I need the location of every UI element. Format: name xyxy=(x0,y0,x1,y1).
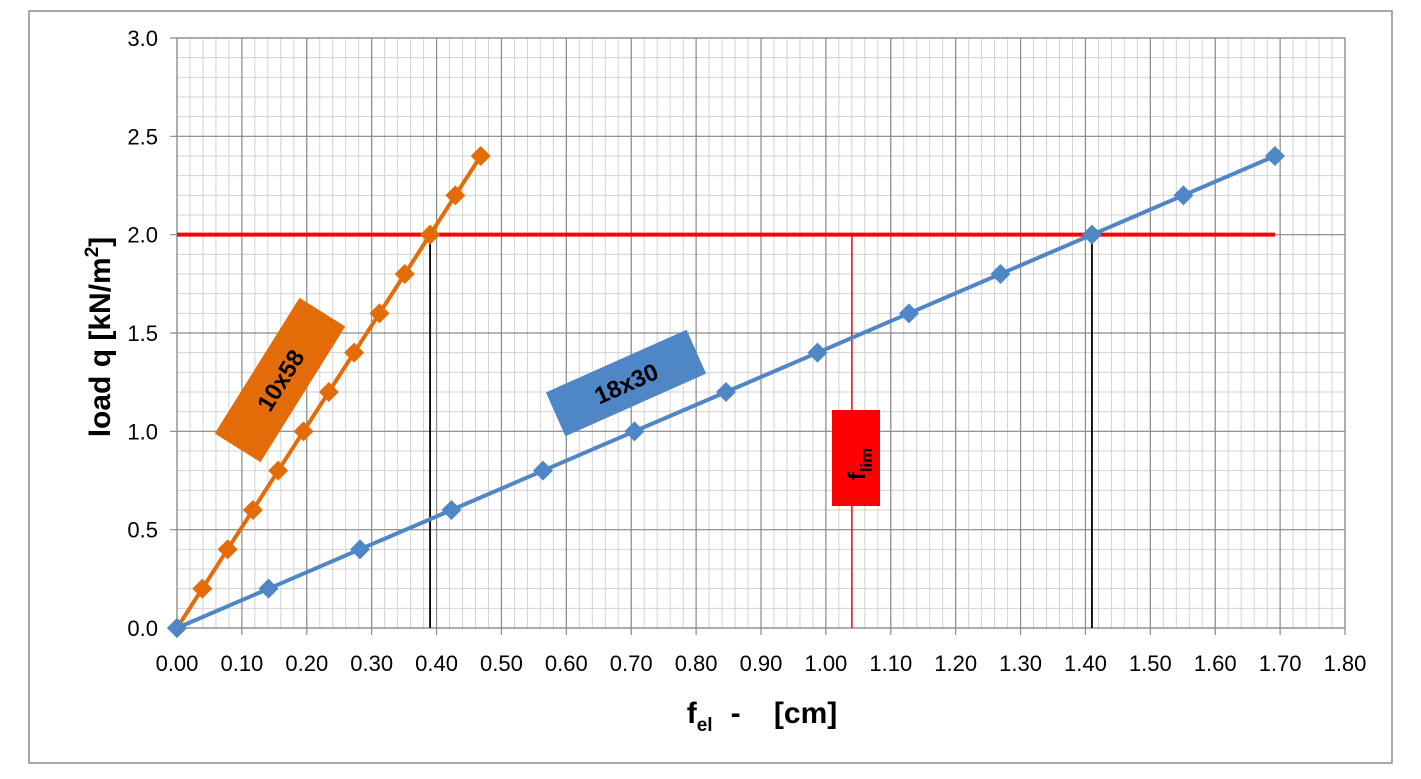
data-point-10x58 xyxy=(192,578,213,599)
limit-label-main: f xyxy=(844,471,871,480)
y-tick-label: 0.5 xyxy=(127,518,158,543)
y-axis-title-end: ] xyxy=(84,237,117,247)
x-tick-label: 1.10 xyxy=(869,651,912,676)
data-point-10x58 xyxy=(268,460,289,481)
data-point-18x30 xyxy=(898,303,919,324)
x-tick-label: 1.50 xyxy=(1129,651,1172,676)
data-point-18x30 xyxy=(715,382,736,402)
data-point-18x30 xyxy=(1264,146,1285,166)
data-point-10x58 xyxy=(420,224,441,245)
y-tick-label: 3.0 xyxy=(127,26,158,51)
x-tick-label: 1.20 xyxy=(934,651,977,676)
x-tick-label: 0.90 xyxy=(740,651,783,676)
x-tick-label: 0.20 xyxy=(285,651,328,676)
data-point-10x58 xyxy=(369,303,390,324)
x-tick-label: 0.30 xyxy=(350,651,393,676)
y-axis-title: load q [kN/m2] xyxy=(82,237,117,438)
x-tick-label: 0.00 xyxy=(156,651,199,676)
data-point-18x30 xyxy=(441,500,462,520)
x-axis-title-rest: - [cm] xyxy=(731,697,838,730)
data-point-18x30 xyxy=(258,578,279,599)
x-tick-label: 0.70 xyxy=(610,651,653,676)
data-point-18x30 xyxy=(1081,224,1102,245)
x-axis-title-main: f xyxy=(687,697,698,730)
y-tick-label: 2.0 xyxy=(127,223,158,248)
x-tick-label: 1.30 xyxy=(999,651,1042,676)
data-point-10x58 xyxy=(217,539,238,560)
y-tick-label: 2.5 xyxy=(127,124,158,149)
y-tick-label: 0.0 xyxy=(127,616,158,641)
data-point-10x58 xyxy=(318,382,339,402)
x-tick-label: 0.10 xyxy=(220,651,263,676)
x-tick-label: 1.60 xyxy=(1194,651,1237,676)
y-axis-title-main: load q [kN/m xyxy=(84,257,117,437)
plot-area-border xyxy=(176,37,1346,629)
x-tick-label: 1.40 xyxy=(1064,651,1107,676)
x-tick-label: 1.70 xyxy=(1259,651,1302,676)
x-tick-label: 0.50 xyxy=(480,651,523,676)
x-tick-labels: 0.00 0.10 0.20 0.30 0.40 0.50 0.60 0.70 0.80 0.90… xyxy=(156,651,1367,676)
x-tick-label: 1.00 xyxy=(804,651,847,676)
x-tick-label: 1.80 xyxy=(1324,651,1367,676)
series-label-bg xyxy=(214,297,346,463)
data-point-18x30 xyxy=(349,539,370,560)
data-point-18x30 xyxy=(807,342,828,363)
series-label-bg xyxy=(545,329,707,437)
limit-deflection-label-box: flim xyxy=(832,410,880,506)
data-point-10x58 xyxy=(293,421,314,442)
data-point-18x30 xyxy=(1173,185,1194,206)
y-tick-label: 1.0 xyxy=(127,419,158,444)
limit-label-bg xyxy=(832,410,880,506)
x-tick-label: 0.40 xyxy=(415,651,458,676)
limit-label-sub: lim xyxy=(857,448,876,473)
series-layer xyxy=(167,146,1285,638)
data-point-18x30 xyxy=(167,618,187,638)
y-axis-title-superscript: 2 xyxy=(82,247,103,258)
x-tick-label: 0.60 xyxy=(545,651,588,676)
y-tick-labels: 0.0 0.5 1.0 1.5 2.0 2.5 3.0 xyxy=(127,26,158,641)
x-axis-title: fel - [cm] xyxy=(687,697,838,736)
data-point-10x58 xyxy=(470,146,491,166)
data-point-10x58 xyxy=(445,185,466,206)
data-point-10x58 xyxy=(344,342,365,363)
data-point-18x30 xyxy=(624,421,645,442)
limit-label-text: flim xyxy=(844,448,876,481)
data-point-18x30 xyxy=(990,264,1011,284)
y-tick-label: 1.5 xyxy=(127,321,158,346)
x-axis-title-subscript: el xyxy=(697,715,713,736)
data-point-10x58 xyxy=(394,264,415,284)
data-point-10x58 xyxy=(242,500,263,520)
data-point-18x30 xyxy=(532,460,553,481)
x-tick-label: 0.80 xyxy=(675,651,718,676)
